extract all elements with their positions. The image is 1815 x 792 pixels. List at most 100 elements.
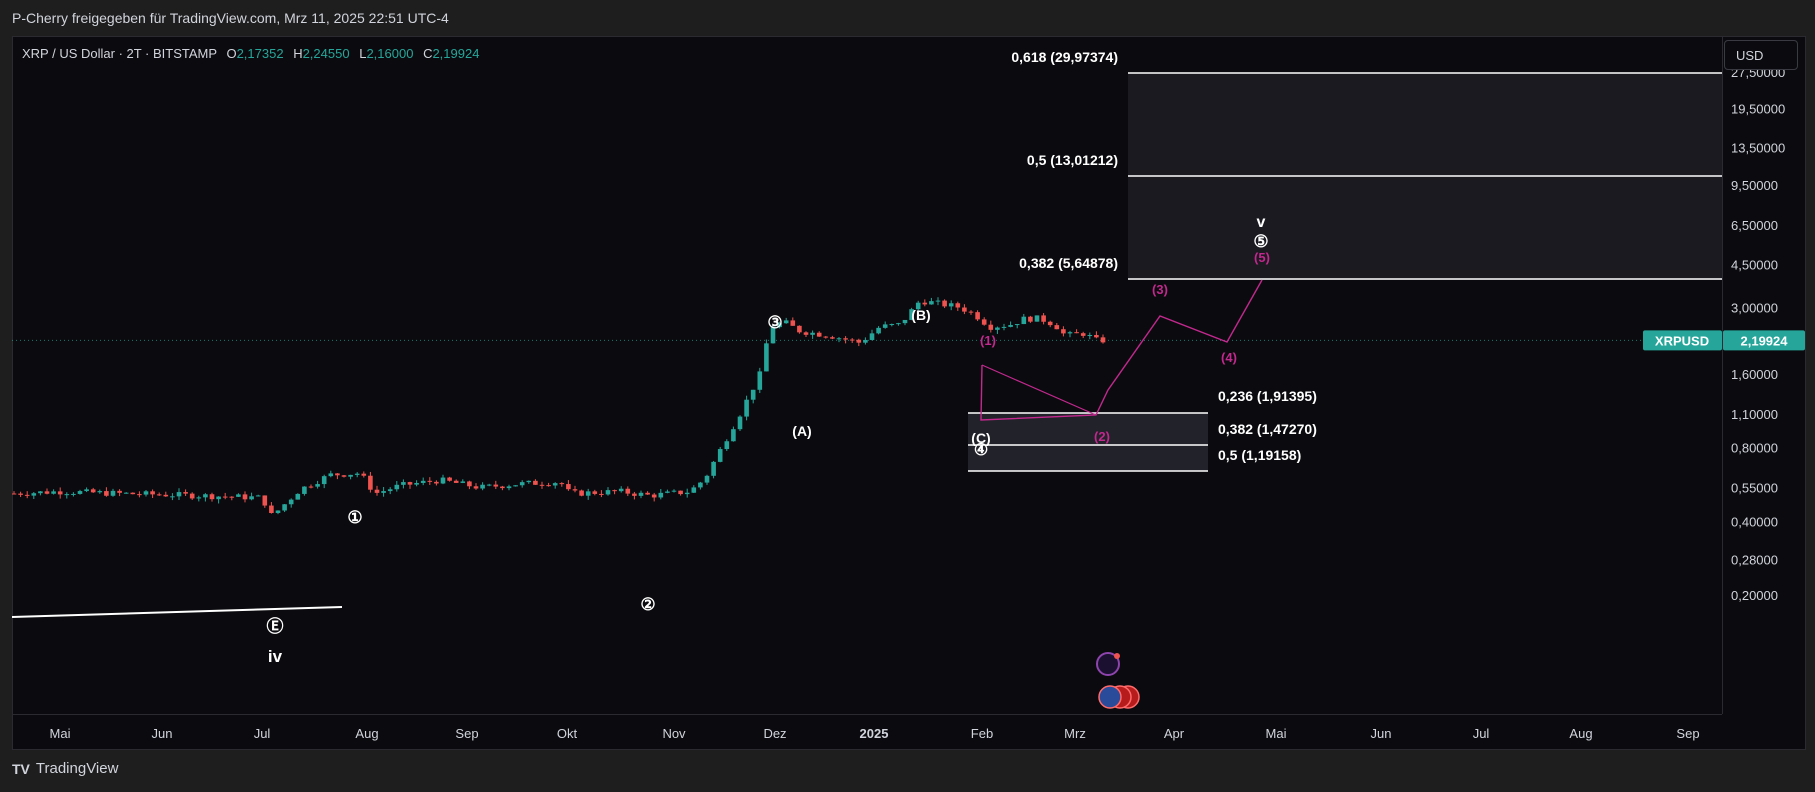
candle-body <box>836 338 842 340</box>
candle-body <box>341 475 347 477</box>
candle-body <box>790 320 796 326</box>
candle-body <box>18 493 23 495</box>
candle-body <box>816 332 822 337</box>
candle-body <box>196 497 202 499</box>
candle-body <box>222 496 228 498</box>
candle-body <box>123 492 129 494</box>
candle-body <box>216 496 221 500</box>
candle-body <box>493 484 499 487</box>
candle-body <box>513 485 518 487</box>
candle-body <box>955 303 961 308</box>
candle-body <box>863 339 868 343</box>
time-axis-svg: Mai Jun Jul Aug Sep Okt Nov Dez 2025 Feb Mrz Apr Mai… <box>50 726 1700 741</box>
candle-body <box>209 494 215 500</box>
candle-body <box>948 303 954 307</box>
candle-body <box>843 338 848 340</box>
candle-body <box>876 327 881 334</box>
candle-body <box>1061 329 1066 334</box>
candle-body <box>889 324 895 326</box>
candle-body <box>1001 326 1007 328</box>
candle-body <box>77 491 83 494</box>
candle-body <box>236 494 241 497</box>
candle-body <box>962 307 967 312</box>
candle-body <box>1034 315 1040 322</box>
candle-body <box>249 496 254 500</box>
time-tick-label: Apr <box>1164 726 1185 741</box>
candle-body <box>684 492 690 495</box>
candle-body <box>156 494 162 496</box>
candle-body <box>995 327 1000 330</box>
chart-pane[interactable]: 0,618 (29,97374) 0,5 (13,01212) 0,382 (5,6… <box>12 36 1722 714</box>
candle-body <box>1028 316 1033 322</box>
candle-body <box>902 319 908 324</box>
wave-projection-path <box>980 279 1263 421</box>
fib-level-label: 0,382 (1,47270) <box>1218 421 1317 437</box>
candle-body <box>724 441 730 450</box>
candle-body <box>434 481 439 484</box>
time-tick-label: Jul <box>1473 726 1490 741</box>
wave-label-v: v <box>1257 214 1266 231</box>
time-tick-label: 2025 <box>860 726 889 741</box>
candle-body <box>566 484 571 490</box>
footer: TV TradingView <box>12 760 118 777</box>
price-chart-svg[interactable]: 0,618 (29,97374) 0,5 (13,01212) 0,382 (5,6… <box>12 36 1722 714</box>
time-tick-label: Feb <box>971 726 993 741</box>
candle-body <box>572 489 578 491</box>
time-axis[interactable]: Mai Jun Jul Aug Sep Okt Nov Dez 2025 Feb Mrz Apr Mai… <box>12 714 1722 749</box>
candle-body <box>579 490 584 496</box>
symbol-badge-bg <box>1643 330 1722 351</box>
candle-body <box>929 301 934 305</box>
candle-body <box>288 499 294 505</box>
candle-body <box>453 480 459 483</box>
time-tick-label: Mai <box>1266 726 1287 741</box>
fib-level-label: 0,5 (1,19158) <box>1218 447 1301 463</box>
candle-body <box>269 505 274 513</box>
candle-body <box>1014 324 1020 326</box>
time-tick-label: Mai <box>50 726 71 741</box>
wave-channel-line <box>981 364 1097 416</box>
candle-body <box>1067 332 1073 334</box>
candle-body <box>1094 335 1099 338</box>
candle-body <box>1087 335 1093 337</box>
candle-body <box>810 332 815 335</box>
candle-body <box>394 484 400 490</box>
price-badge-bg <box>1723 330 1805 351</box>
candle-body <box>44 491 50 494</box>
candle-body <box>381 491 386 493</box>
price-tick-label: 9,50000 <box>1731 178 1778 193</box>
candle-body <box>711 461 716 476</box>
candle-body <box>539 484 545 486</box>
candle-body <box>915 302 921 310</box>
candle-body <box>757 371 763 390</box>
tradingview-brand: TradingView <box>35 760 119 777</box>
currency-button[interactable]: USD <box>1724 40 1798 70</box>
price-tick-label: 3,00000 <box>1731 300 1778 315</box>
candle-body <box>731 429 736 442</box>
candle-body <box>255 495 261 497</box>
candle-body <box>302 486 307 494</box>
candle-body <box>117 490 122 493</box>
wave-label-w5: ⑤ <box>1253 232 1268 251</box>
price-axis[interactable]: 27,50000 19,50000 13,50000 9,50000 6,50000 4,… <box>1722 36 1805 714</box>
tradingview-logo-icon[interactable]: TV <box>12 760 30 777</box>
time-tick-label: Aug <box>1569 726 1592 741</box>
price-badge-value: 2,19924 <box>1741 333 1789 348</box>
candle-body <box>295 493 301 500</box>
candle-body <box>414 482 419 485</box>
time-tick-label: Jun <box>1371 726 1392 741</box>
candle-body <box>519 482 525 486</box>
candle-body <box>698 482 703 488</box>
time-tick-label: Okt <box>557 726 578 741</box>
candle-body <box>308 486 314 488</box>
candle-body <box>896 323 901 325</box>
time-tick-label: Nov <box>662 726 686 741</box>
candle-body <box>533 480 538 485</box>
candle-body <box>460 481 466 483</box>
candle-body <box>361 473 367 476</box>
candle-body <box>830 337 835 339</box>
candle-body <box>447 477 452 481</box>
candle-body <box>1041 315 1046 322</box>
high-label: H <box>293 46 303 61</box>
candle-body <box>84 489 89 492</box>
symbol-legend: XRP / US Dollar · 2T · BITSTAMP O2,17352… <box>22 46 479 61</box>
